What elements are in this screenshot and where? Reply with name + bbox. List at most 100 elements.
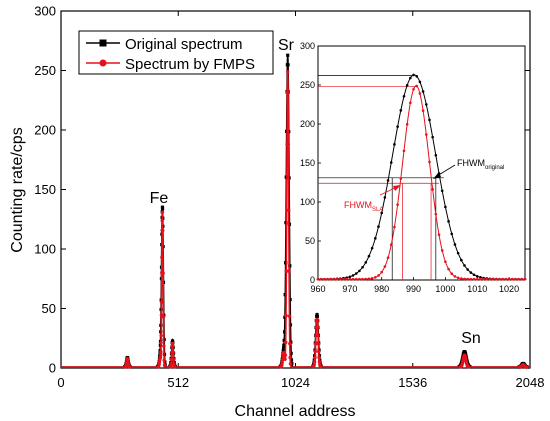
main-point-1-6 [318, 364, 323, 369]
fwhm-original-arrow [436, 164, 456, 177]
main-point-1-3 [171, 350, 175, 355]
inset-point-1 [335, 277, 339, 281]
main-point-1-2 [162, 363, 167, 368]
main-point-1-1 [159, 333, 163, 338]
main-point-1-3 [169, 362, 173, 366]
y-tick-label-0: 0 [49, 361, 56, 376]
main-series-line-1 [61, 71, 530, 368]
inset-point-1 [326, 277, 329, 281]
main-point-1-3 [171, 357, 176, 362]
inset-point-1 [374, 276, 377, 279]
fwhm-original-sub: original [485, 165, 504, 171]
main-point-0-6 [315, 313, 319, 317]
inset-point-0 [469, 271, 473, 274]
main-point-1-5 [286, 70, 290, 74]
main-point-0-5 [283, 292, 287, 297]
inset-y-tick-label-1: 50 [305, 236, 315, 246]
legend-box [78, 30, 274, 75]
inset-point-0 [374, 237, 377, 240]
inset-point-0 [475, 274, 479, 278]
inset-point-0 [393, 143, 396, 146]
inset-point-0 [428, 118, 431, 122]
main-point-0-3 [170, 339, 175, 343]
legend: Original spectrum Spectrum by FMPS [78, 30, 274, 75]
inset-point-1 [498, 277, 501, 281]
peak-label-sr: Sr [278, 37, 295, 54]
inset-point-0 [431, 135, 434, 139]
y-tick-label-1: 50 [42, 301, 56, 316]
main-point-1-2 [159, 340, 163, 345]
inset-point-1 [348, 277, 352, 281]
fwhm-sla-main: FHWM [344, 200, 372, 210]
main-point-1-5 [283, 340, 288, 345]
main-point-1-5 [287, 314, 292, 318]
inset-point-1 [351, 277, 355, 281]
inset-y-tick-label-3: 150 [300, 158, 315, 168]
main-series-group [61, 53, 530, 369]
inset-point-1 [345, 277, 348, 281]
main-point-0-5 [289, 351, 293, 355]
inset-point-0 [358, 269, 361, 273]
inset-point-1 [316, 277, 320, 281]
inset-point-1 [523, 277, 527, 281]
main-point-1-5 [287, 208, 291, 213]
main-point-1-2 [161, 228, 165, 233]
inset-point-1 [466, 277, 469, 281]
main-point-1-2 [159, 352, 163, 357]
main-point-1-6 [312, 360, 317, 364]
peak-label-sn: Sn [461, 330, 481, 347]
inset-axis-ticks: 960 970 980 990 1000 1010 1020 0 50 100 150 200 250 3… [300, 41, 519, 294]
inset-point-0 [456, 251, 460, 255]
inset-point-1 [421, 109, 425, 112]
y-axis-label: Counting rate/cps [9, 127, 26, 252]
inset-point-1 [475, 277, 479, 281]
main-point-1-6 [312, 362, 316, 367]
inset-point-0 [447, 220, 450, 223]
inset-x-tick-label-0: 960 [310, 284, 325, 294]
main-point-1-5 [283, 357, 287, 361]
inset-point-1 [332, 277, 336, 281]
x-tick-label-0: 0 [57, 375, 64, 390]
inset-point-1 [396, 203, 399, 206]
inset-point-0 [409, 76, 412, 80]
inset-point-1 [434, 212, 438, 216]
x-tick-label-3: 1536 [398, 375, 427, 390]
inset-point-1 [510, 277, 514, 281]
inset-series-group [316, 73, 527, 281]
main-point-1-3 [170, 341, 175, 345]
legend-text-fmps: Spectrum by FMPS [125, 56, 255, 73]
inset-point-1 [354, 277, 358, 281]
inset-point-0 [424, 103, 428, 106]
main-point-1-6 [313, 355, 317, 360]
inset-point-1 [517, 277, 520, 281]
inset-point-0 [389, 161, 393, 164]
inset-point-0 [354, 272, 358, 275]
main-point-1-5 [288, 362, 293, 366]
main-point-1-6 [317, 355, 321, 360]
inset-point-1 [405, 123, 409, 126]
inset-point-0 [444, 205, 447, 209]
y-tick-label-6: 300 [34, 4, 56, 19]
inset-point-0 [396, 125, 399, 128]
inset-point-1 [358, 277, 361, 281]
inset-point-1 [389, 243, 393, 247]
inset-point-1 [482, 277, 485, 281]
fwhm-original-label: FHWMoriginal [457, 158, 504, 171]
inset-point-0 [418, 80, 422, 84]
main-point-0-6 [315, 314, 319, 318]
main-point-1-5 [284, 314, 288, 318]
inset-point-1 [386, 256, 390, 259]
inset-x-tick-label-4: 1000 [435, 284, 455, 294]
main-point-1-6 [316, 325, 320, 329]
main-point-1-4 [280, 360, 284, 365]
inset-point-0 [421, 90, 425, 93]
fwhm-sla-label: FHWMSLA [344, 200, 383, 213]
inset-x-tick-label-1: 970 [342, 284, 357, 294]
inset-point-1 [380, 270, 383, 274]
y-tick-label-3: 150 [34, 182, 56, 197]
inset-point-0 [460, 258, 463, 262]
inset-fwhm-guides [318, 75, 444, 280]
inset-point-0 [351, 274, 355, 277]
inset-point-1 [520, 277, 524, 281]
